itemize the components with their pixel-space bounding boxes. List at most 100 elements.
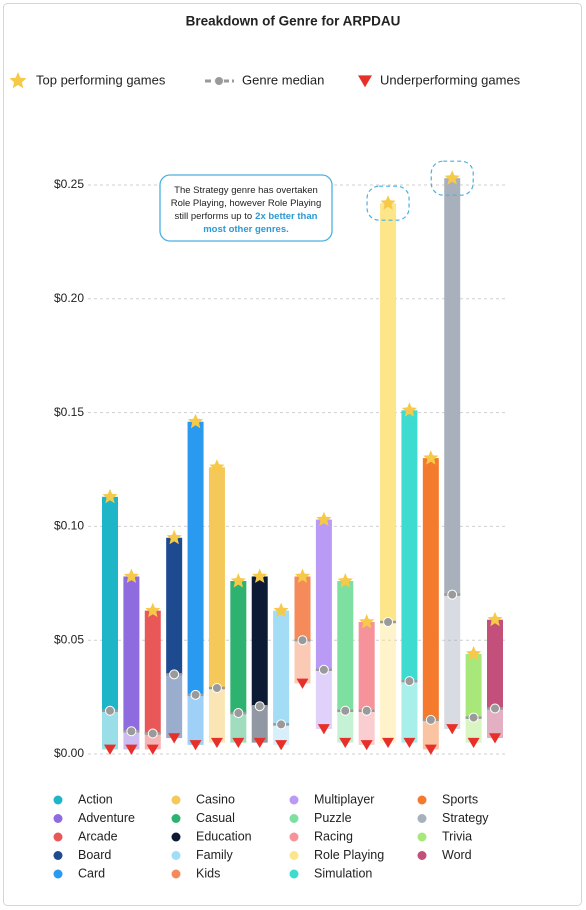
bar-upper bbox=[230, 581, 247, 714]
callout-line: still performs up to 2x better than bbox=[175, 211, 318, 222]
bar-lower bbox=[358, 710, 375, 745]
bar-upper bbox=[358, 621, 375, 711]
frame bbox=[3, 3, 582, 906]
legend-swatch bbox=[417, 814, 427, 823]
top-star bbox=[145, 602, 161, 618]
top-star bbox=[487, 611, 503, 627]
legend-swatch bbox=[417, 832, 427, 842]
bar-upper bbox=[251, 576, 268, 707]
legend-label: Strategy bbox=[442, 811, 489, 825]
median-marker bbox=[169, 669, 180, 680]
under-triangle bbox=[232, 737, 245, 749]
legend-label: Casino bbox=[196, 792, 235, 806]
legend-label: Top performing games bbox=[36, 72, 166, 87]
legend-label: Kids bbox=[196, 866, 220, 880]
bar-lower bbox=[251, 706, 268, 743]
legend-label: Casual bbox=[196, 811, 235, 825]
median-marker bbox=[490, 703, 500, 714]
legend-label: Role Playing bbox=[314, 848, 384, 862]
bar-upper bbox=[187, 421, 204, 695]
legend-swatch bbox=[289, 869, 299, 879]
legend-swatch bbox=[417, 795, 427, 805]
median-marker bbox=[361, 705, 372, 716]
under-triangle bbox=[168, 733, 181, 744]
legend-swatch bbox=[53, 869, 63, 879]
bar-upper bbox=[380, 203, 397, 622]
bar-upper bbox=[487, 619, 503, 709]
callout-text: Role Playing, however Role Playing bbox=[171, 198, 322, 209]
legend-swatch bbox=[53, 851, 63, 860]
median-marker bbox=[126, 726, 137, 737]
top-star bbox=[401, 402, 418, 417]
y-tick-label: $0.15 bbox=[54, 405, 84, 419]
bar-upper bbox=[166, 537, 183, 675]
legend-label: Trivia bbox=[442, 829, 472, 843]
top-star bbox=[252, 568, 268, 583]
top-star bbox=[166, 529, 182, 545]
bar-upper bbox=[422, 458, 439, 720]
under-triangle bbox=[275, 740, 288, 751]
bar-lower bbox=[444, 594, 461, 729]
bar-lower bbox=[208, 687, 225, 743]
callout-line: most other genres. bbox=[203, 224, 289, 235]
bar-upper bbox=[337, 581, 354, 711]
top-star bbox=[423, 450, 439, 465]
top-star bbox=[466, 645, 482, 661]
median-marker bbox=[105, 705, 115, 716]
bar-lower bbox=[166, 674, 183, 739]
bar-lower bbox=[465, 717, 482, 743]
bar-lower bbox=[315, 669, 332, 729]
legend-swatch bbox=[53, 814, 63, 823]
bar-upper bbox=[401, 410, 418, 682]
legend-label: Multiplayer bbox=[314, 792, 374, 806]
legend-swatch bbox=[53, 795, 63, 805]
top-star bbox=[380, 195, 396, 210]
callout-text: still performs up to bbox=[175, 211, 253, 222]
top-star bbox=[123, 568, 139, 583]
callout-box bbox=[159, 174, 333, 242]
y-tick-label: $0.25 bbox=[54, 177, 84, 191]
top-star bbox=[273, 602, 289, 618]
legend-swatch bbox=[53, 832, 63, 842]
callout-line: The Strategy genre has overtaken bbox=[174, 185, 318, 196]
bar-upper bbox=[465, 653, 482, 718]
callout-highlight: most other genres. bbox=[203, 224, 289, 235]
legend-label: Word bbox=[442, 848, 472, 862]
highlight-box bbox=[366, 185, 410, 221]
bar-lower bbox=[273, 724, 290, 745]
median-marker bbox=[254, 701, 265, 712]
under-triangle bbox=[317, 724, 330, 735]
under-triangle bbox=[146, 744, 159, 755]
legend-label: Board bbox=[78, 848, 111, 862]
legend-triangle bbox=[358, 75, 372, 88]
chart-title: Breakdown of Genre for ARPDAU bbox=[186, 14, 401, 29]
median-marker bbox=[383, 616, 394, 627]
y-tick-label: $0.10 bbox=[54, 519, 84, 533]
top-star bbox=[316, 511, 332, 526]
highlight-box bbox=[430, 160, 474, 196]
legend-swatch bbox=[417, 851, 427, 860]
under-triangle bbox=[489, 733, 501, 744]
top-star bbox=[209, 459, 225, 474]
legend-label: Arcade bbox=[78, 829, 118, 843]
bar-lower bbox=[187, 694, 204, 745]
median-marker bbox=[447, 589, 458, 600]
legend-label: Card bbox=[78, 866, 105, 880]
median-marker bbox=[233, 708, 244, 719]
median-marker bbox=[340, 705, 351, 716]
legend-swatch bbox=[171, 795, 181, 805]
bar-upper bbox=[144, 610, 161, 734]
bar-lower bbox=[422, 719, 439, 750]
legend-label: Education bbox=[196, 829, 252, 843]
y-tick-label: $0.05 bbox=[54, 632, 84, 646]
under-triangle bbox=[424, 744, 437, 755]
bar-upper bbox=[294, 576, 311, 641]
bar-lower bbox=[102, 710, 118, 750]
under-triangle bbox=[210, 737, 223, 749]
legend-swatch bbox=[289, 851, 299, 860]
under-triangle bbox=[467, 737, 480, 749]
top-star bbox=[359, 614, 375, 629]
legend-label: Family bbox=[196, 848, 234, 862]
bar-upper bbox=[273, 610, 290, 725]
